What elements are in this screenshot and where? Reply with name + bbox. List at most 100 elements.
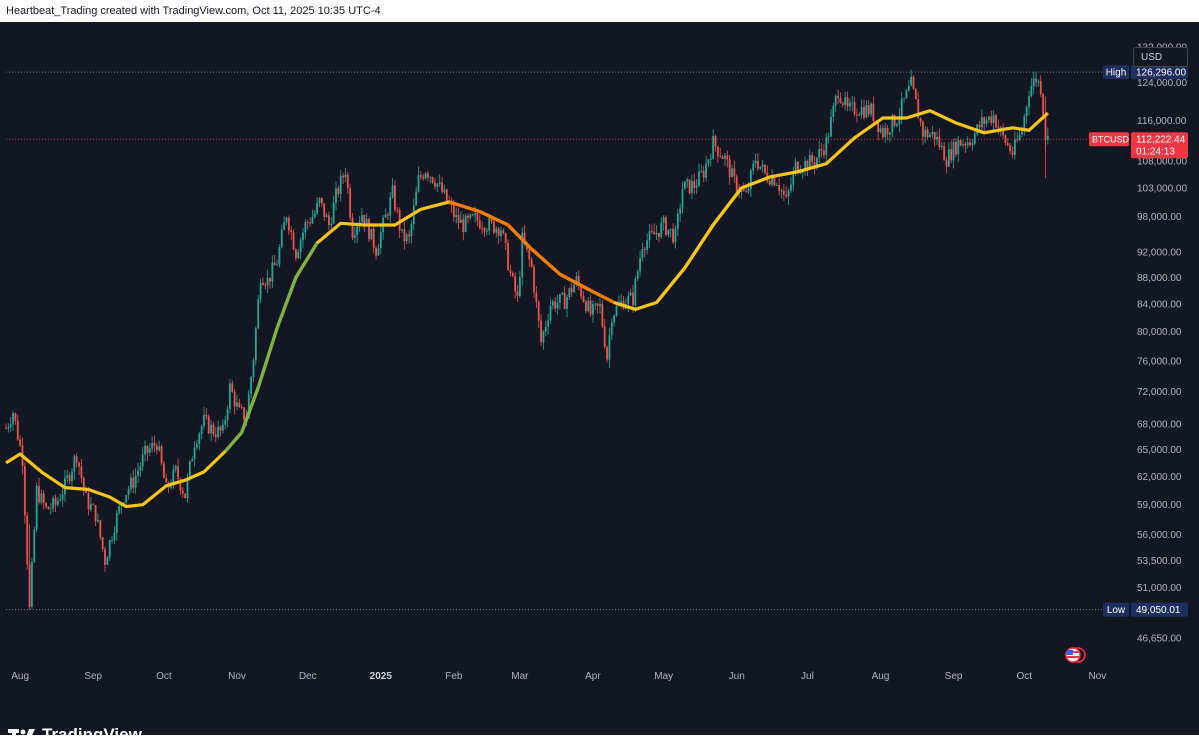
candle-body: [292, 232, 295, 250]
candle-body: [905, 90, 908, 99]
low-label-value-box: [1131, 602, 1188, 617]
candle-body: [665, 217, 667, 235]
candle-body: [165, 478, 168, 483]
time-tick-label: Jun: [729, 671, 745, 682]
time-tick-label: Apr: [585, 671, 601, 682]
candle-body: [410, 223, 413, 237]
candle-body: [1002, 127, 1004, 136]
candle-body: [653, 231, 656, 235]
price-tick-label: 56,000.00: [1137, 530, 1182, 541]
candle-body: [650, 231, 653, 232]
candle-body: [721, 156, 724, 159]
candle-body: [985, 120, 988, 124]
candle-body: [269, 277, 271, 282]
candle-body: [217, 426, 220, 437]
event-marker[interactable]: [1065, 647, 1086, 663]
price-chart[interactable]: 132,000.00124,000.00116,000.00108,000.00…: [0, 22, 1199, 735]
candle-body: [460, 219, 462, 223]
candle-body: [438, 182, 441, 184]
high-label-name-box: [1103, 65, 1129, 80]
price-tick-label: 80,000.00: [1137, 327, 1182, 338]
candle-body: [599, 304, 601, 307]
candle-body: [752, 163, 755, 171]
candle-body: [799, 172, 802, 174]
candle-body: [568, 288, 571, 298]
candle-body: [389, 197, 392, 216]
candle-body: [570, 288, 573, 293]
candle-body: [158, 446, 161, 451]
time-tick-label: Sep: [945, 671, 963, 682]
brand-logo: TradingView: [8, 724, 142, 746]
candle-body: [858, 114, 861, 116]
candle-body: [1025, 106, 1028, 117]
candle-body: [471, 214, 474, 216]
candle-body: [502, 230, 505, 234]
candle-body: [82, 477, 85, 489]
candle-body: [867, 105, 870, 115]
high-label-name: High: [1106, 68, 1127, 79]
candle-body: [207, 416, 210, 434]
candle-body: [476, 213, 479, 221]
candle-body: [846, 97, 849, 107]
candle-body: [200, 426, 203, 434]
candle-body: [186, 477, 189, 499]
candle-body: [554, 301, 557, 309]
candle-body: [733, 168, 736, 177]
candle-body: [26, 515, 29, 565]
caption-text: Heartbeat_Trading created with TradingVi…: [6, 5, 381, 17]
candle-body: [528, 249, 531, 260]
candle-body: [516, 291, 519, 297]
candle-body: [823, 150, 825, 155]
candle-body: [297, 252, 300, 259]
candle-body: [764, 164, 766, 173]
candle-body: [311, 216, 314, 224]
price-tick-label: 76,000.00: [1137, 356, 1182, 367]
candle-body: [870, 103, 872, 115]
candle-body: [266, 277, 269, 286]
candle-body: [839, 97, 842, 103]
candle-body: [566, 297, 568, 309]
candle-body: [370, 228, 373, 240]
candle-body: [47, 506, 50, 510]
candle-body: [639, 258, 641, 272]
candle-body: [603, 326, 606, 348]
candle-body: [401, 229, 403, 231]
candle-body: [768, 180, 771, 185]
candle-body: [14, 413, 17, 421]
candle-body: [872, 103, 875, 122]
candle-body: [672, 228, 674, 243]
candle-body: [966, 142, 969, 146]
candle-body: [163, 463, 165, 479]
candle-body: [23, 466, 26, 516]
candle-body: [9, 424, 12, 428]
candle-body: [1046, 135, 1049, 140]
candle-body: [667, 229, 670, 235]
candle-body: [702, 170, 705, 178]
reference-lines: [6, 71, 1128, 611]
currency-label: USD: [1141, 52, 1163, 63]
candle-body: [405, 234, 408, 242]
candle-body: [1006, 143, 1009, 146]
candle-body: [811, 155, 814, 163]
candle-body: [273, 262, 276, 266]
currency-selector[interactable]: USD: [1133, 47, 1188, 67]
candle-body: [761, 164, 764, 167]
candle-body: [1028, 95, 1030, 107]
candle-body: [309, 222, 311, 224]
candle-body: [582, 296, 585, 302]
candle-body: [191, 459, 194, 462]
candle-body: [92, 504, 95, 506]
candle-body: [229, 383, 231, 409]
candle-body: [469, 214, 472, 218]
candle-body: [511, 272, 514, 276]
time-tick-label: Jul: [801, 671, 814, 682]
price-tick-label: 65,000.00: [1137, 445, 1182, 456]
time-tick-label: Aug: [872, 671, 890, 682]
candle-body: [181, 490, 184, 494]
candle-body: [521, 232, 524, 278]
candle-body: [592, 304, 594, 315]
candle-body: [85, 488, 88, 494]
candle-body: [841, 102, 844, 105]
candle-body: [900, 98, 903, 117]
candle-body: [507, 243, 509, 271]
